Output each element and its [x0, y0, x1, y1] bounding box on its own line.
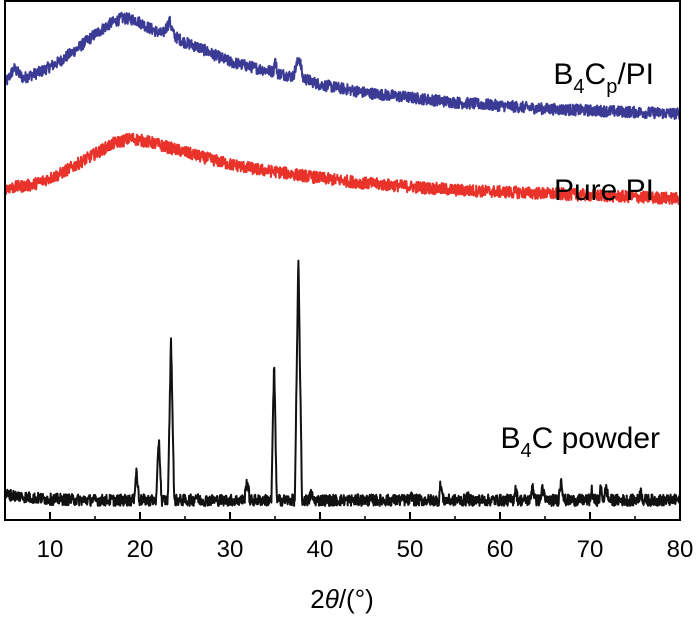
- x-tick-label-10: 10: [37, 536, 64, 563]
- x-tick-label-40: 40: [307, 536, 334, 563]
- series-label-pure-pi: Pure PI: [554, 174, 654, 207]
- curve-b4cp-pi: [4, 11, 681, 121]
- x-tick-label-20: 20: [127, 536, 154, 563]
- curve-b4c-powder: [4, 259, 681, 507]
- x-tick-label-60: 60: [487, 536, 514, 563]
- series-curves: [4, 11, 681, 507]
- series-label-b4c-powder: B4C powder: [500, 422, 660, 462]
- series-label-b4cp-pi: B4Cp/PI: [553, 58, 654, 98]
- x-tick-label-30: 30: [217, 536, 244, 563]
- x-axis-title: 2θ/(°): [310, 584, 374, 614]
- x-tick-label-80: 80: [667, 536, 694, 563]
- x-tick-label-70: 70: [577, 536, 604, 563]
- x-ticks: 10 20 30 40 50 60 70 80: [37, 512, 694, 563]
- plot-frame: [4, 0, 681, 521]
- x-tick-label-50: 50: [397, 536, 424, 563]
- curve-pure-pi: [4, 132, 681, 205]
